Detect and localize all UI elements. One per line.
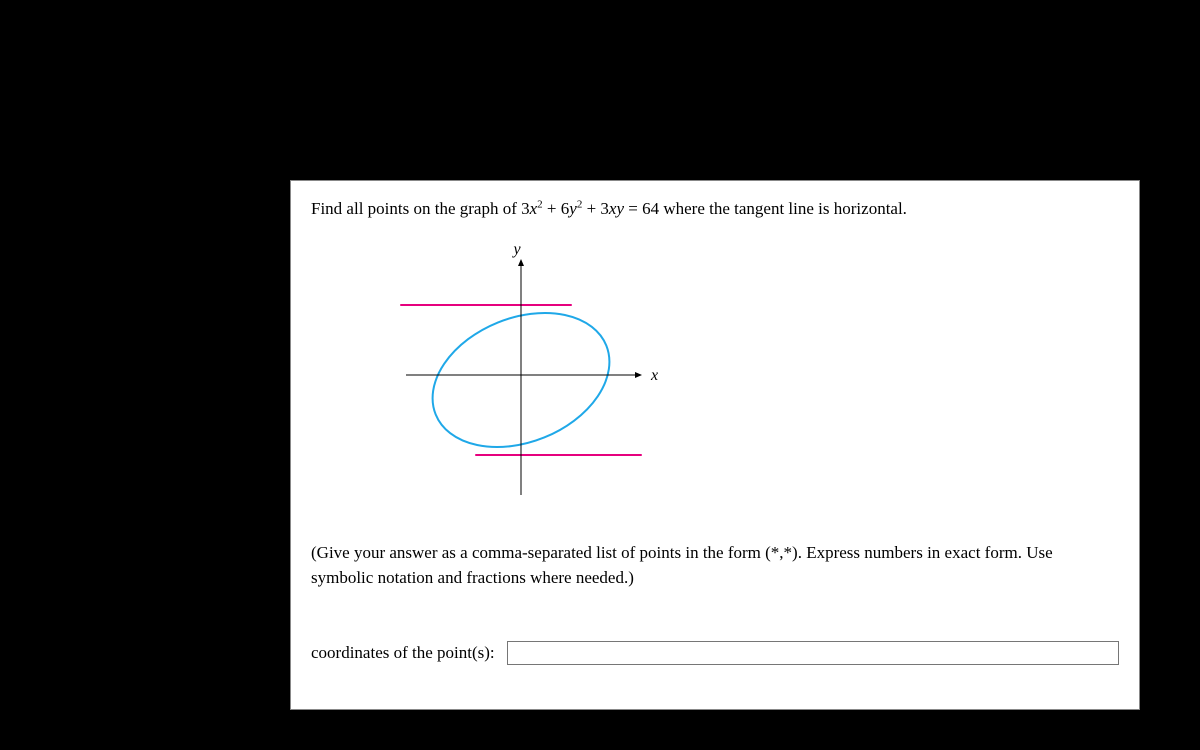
answer-input[interactable]: [507, 641, 1119, 665]
svg-text:x: x: [650, 367, 658, 384]
ellipse-plot: xy: [351, 235, 671, 515]
question-text: Find all points on the graph of 3x2 + 6y…: [311, 197, 1119, 221]
problem-panel: Find all points on the graph of 3x2 + 6y…: [290, 180, 1140, 710]
q-prefix: Find all points on the graph of: [311, 199, 521, 218]
q-plus2: + 3: [582, 199, 609, 218]
figure: xy: [351, 235, 1119, 520]
q-rhs: = 64: [624, 199, 659, 218]
answer-row: coordinates of the point(s):: [311, 641, 1119, 665]
svg-text:y: y: [511, 241, 521, 258]
q-var-y2: y: [616, 199, 624, 218]
q-var-y1: y: [569, 199, 577, 218]
instruction-text: (Give your answer as a comma-separated l…: [311, 540, 1119, 591]
q-coef1: 3: [521, 199, 530, 218]
q-plus1: + 6: [543, 199, 570, 218]
q-suffix: where the tangent line is horizontal.: [659, 199, 907, 218]
answer-label: coordinates of the point(s):: [311, 643, 495, 663]
